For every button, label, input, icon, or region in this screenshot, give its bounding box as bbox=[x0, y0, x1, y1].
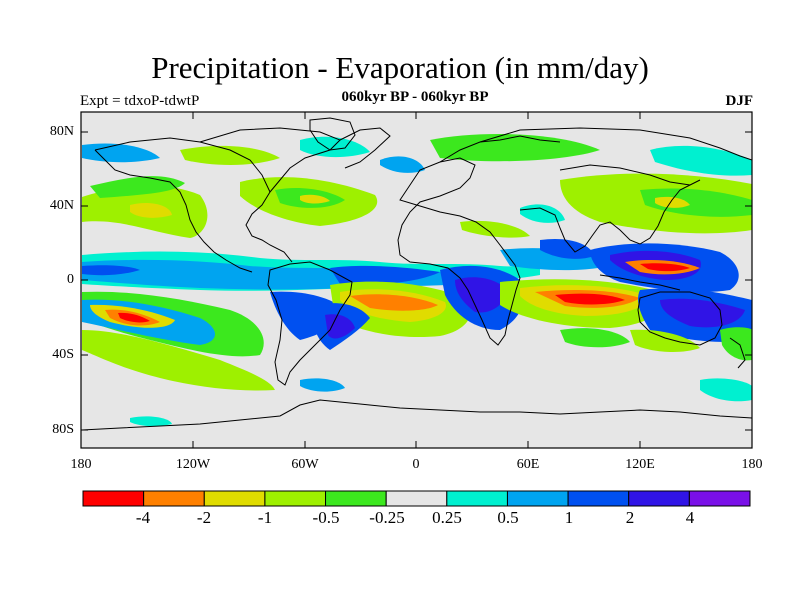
lat-label-40n: 40N bbox=[49, 198, 74, 213]
lat-label-80n: 80N bbox=[49, 124, 74, 139]
figure-title: Precipitation - Evaporation (in mm/day) bbox=[151, 50, 649, 85]
colorbar-swatch bbox=[325, 490, 387, 507]
colorbar-label: 4 bbox=[685, 508, 695, 527]
experiment-label: Expt = tdxoP-tdwtP bbox=[80, 93, 200, 109]
colorbar-label: -2 bbox=[196, 508, 212, 527]
lat-label-40s: 40S bbox=[52, 347, 74, 362]
colorbar-label: 0.5 bbox=[497, 508, 519, 527]
lon-label-60w: 60W bbox=[291, 457, 319, 472]
lon-label-120w: 120W bbox=[175, 457, 211, 472]
colorbar-label: -4 bbox=[135, 508, 151, 527]
colorbar-swatch bbox=[567, 490, 630, 507]
lon-label-0: 0 bbox=[412, 457, 420, 472]
figure-subtitle: 060kyr BP - 060kyr BP bbox=[341, 89, 489, 105]
colorbar-swatch bbox=[446, 490, 508, 507]
colorbar-swatch bbox=[143, 490, 205, 507]
lon-label-180w: 180 bbox=[70, 457, 92, 472]
colorbar-label: 2 bbox=[625, 508, 635, 527]
colorbar-label: -0.25 bbox=[369, 508, 405, 527]
colorbar-label: -0.5 bbox=[312, 508, 340, 527]
colorbar-swatch bbox=[203, 490, 266, 507]
coastlines bbox=[81, 117, 752, 431]
lat-label-80s: 80S bbox=[52, 422, 74, 437]
season-label: DJF bbox=[725, 93, 754, 109]
lat-label-0: 0 bbox=[67, 272, 74, 287]
colorbar-swatch bbox=[688, 490, 751, 507]
lon-label-120e: 120E bbox=[625, 457, 655, 472]
lat-ticks bbox=[81, 131, 752, 431]
colorbar-swatch bbox=[628, 490, 690, 507]
colorbar-swatch bbox=[82, 490, 145, 507]
precip-field bbox=[82, 134, 752, 427]
colorbar bbox=[82, 490, 751, 507]
colorbar-label: 1 bbox=[564, 508, 574, 527]
lon-ticks bbox=[80, 112, 753, 448]
lon-label-180e: 180 bbox=[741, 457, 763, 472]
colorbar-label: -1 bbox=[257, 508, 273, 527]
colorbar-swatch bbox=[385, 490, 448, 507]
lon-label-60e: 60E bbox=[516, 457, 540, 472]
colorbar-swatch bbox=[506, 490, 569, 507]
colorbar-label: 0.25 bbox=[432, 508, 462, 527]
colorbar-swatch bbox=[264, 490, 327, 507]
